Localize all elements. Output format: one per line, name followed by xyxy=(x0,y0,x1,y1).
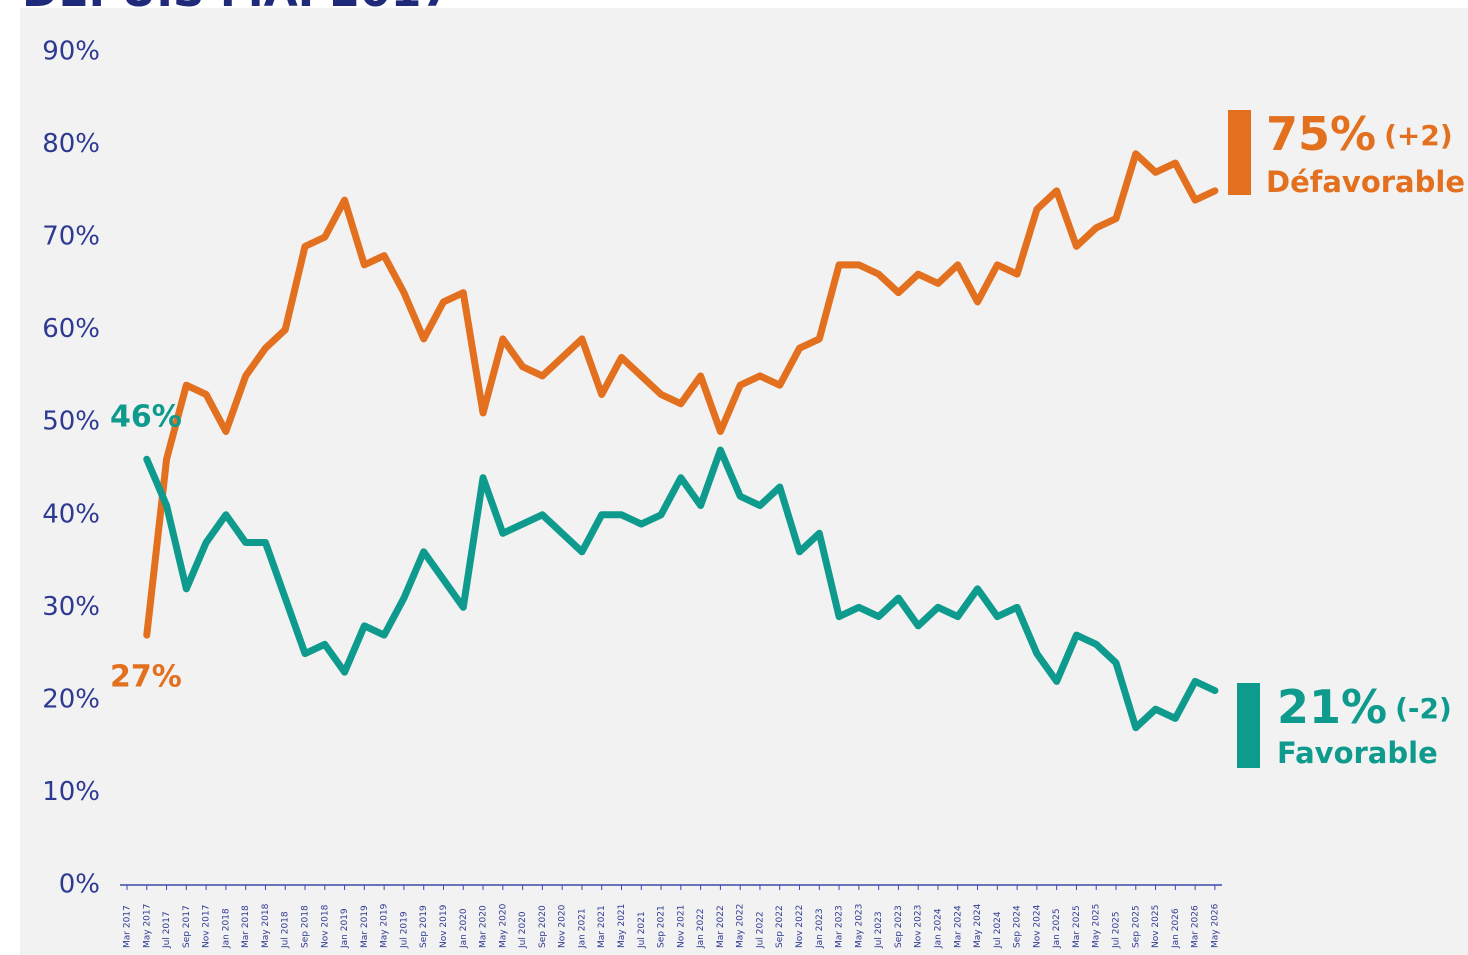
end-value: 75% (+2) xyxy=(1266,107,1453,161)
y-tick-label: 50% xyxy=(42,407,100,437)
x-tick-label: Sep 2018 xyxy=(301,905,311,948)
x-tick-label: Jul 2019 xyxy=(399,911,409,949)
x-tick-label: Nov 2024 xyxy=(1032,904,1042,948)
x-tick-label: May 2020 xyxy=(498,903,508,948)
x-tick-label: May 2019 xyxy=(380,903,390,948)
x-tick-label: Nov 2019 xyxy=(439,904,449,948)
x-tick-label: Jan 2022 xyxy=(696,908,706,949)
x-tick-label: Jul 2018 xyxy=(281,911,291,949)
y-tick-label: 60% xyxy=(42,314,100,344)
x-tick-label: Jan 2019 xyxy=(340,908,350,949)
x-tick-label: Jan 2026 xyxy=(1171,908,1181,949)
x-tick-label: Jul 2024 xyxy=(993,911,1003,949)
x-tick-label: Sep 2017 xyxy=(182,905,192,948)
x-tick-label: May 2022 xyxy=(736,904,746,948)
x-tick-label: Sep 2022 xyxy=(775,905,785,948)
x-tick-label: Jan 2024 xyxy=(933,908,943,949)
start-label: 27% xyxy=(110,660,182,695)
x-tick-label: Jan 2021 xyxy=(577,908,587,949)
x-tick-label: Jan 2018 xyxy=(221,908,231,949)
x-tick-label: May 2018 xyxy=(261,903,271,948)
y-tick-label: 10% xyxy=(42,777,100,807)
y-tick-label: 90% xyxy=(42,37,100,67)
x-tick-label: Jul 2025 xyxy=(1112,911,1122,949)
x-tick-label: Mar 2021 xyxy=(597,905,607,948)
y-tick-label: 70% xyxy=(42,222,100,252)
x-tick-label: Jan 2023 xyxy=(815,908,825,949)
legend-label: Favorable xyxy=(1277,736,1438,770)
plot-background xyxy=(20,8,1468,955)
y-tick-label: 0% xyxy=(59,870,100,900)
end-value-number: 21% xyxy=(1277,680,1387,734)
x-tick-label: Sep 2023 xyxy=(894,905,904,948)
x-tick-label: May 2025 xyxy=(1092,904,1102,948)
x-tick-label: Jan 2025 xyxy=(1052,908,1062,949)
x-tick-label: Jan 2020 xyxy=(459,908,469,949)
x-tick-label: Jul 2023 xyxy=(874,911,884,949)
x-tick-label: Mar 2017 xyxy=(123,905,133,948)
x-tick-label: Nov 2021 xyxy=(676,905,686,948)
end-value-number: 75% xyxy=(1266,107,1376,161)
y-tick-label: 20% xyxy=(42,684,100,714)
x-tick-label: Mar 2023 xyxy=(835,905,845,948)
x-tick-label: May 2024 xyxy=(973,903,983,948)
x-tick-label: Sep 2019 xyxy=(419,905,429,948)
x-tick-label: Sep 2025 xyxy=(1131,905,1141,948)
x-tick-label: Jul 2017 xyxy=(162,911,172,949)
x-tick-label: Mar 2018 xyxy=(241,905,251,948)
x-tick-label: Nov 2018 xyxy=(320,904,330,948)
end-value-change: (+2) xyxy=(1384,119,1453,152)
x-tick-label: Mar 2025 xyxy=(1072,905,1082,948)
x-tick-label: Mar 2019 xyxy=(360,905,370,948)
series-line xyxy=(143,446,1219,732)
x-tick-label: Mar 2020 xyxy=(479,905,489,948)
end-marker xyxy=(1228,110,1251,195)
x-tick-label: May 2026 xyxy=(1210,903,1220,948)
x-tick-label: Sep 2020 xyxy=(538,905,548,948)
x-tick-label: Nov 2017 xyxy=(202,905,212,948)
x-tick-label: Mar 2022 xyxy=(716,905,726,948)
x-tick-label: Nov 2020 xyxy=(558,904,568,948)
x-tick-label: Jul 2022 xyxy=(755,911,765,949)
x-tick-label: May 2017 xyxy=(142,904,152,948)
x-tick-label: Sep 2021 xyxy=(657,905,667,948)
x-tick-label: Nov 2023 xyxy=(914,905,924,948)
x-tick-label: Mar 2026 xyxy=(1191,905,1201,948)
start-label: 46% xyxy=(110,400,182,435)
legend-label: Défavorable xyxy=(1266,165,1465,199)
x-tick-label: Sep 2024 xyxy=(1013,905,1023,948)
chart-title: DEPUIS MAI 2017 xyxy=(22,0,452,17)
x-tick-label: Jul 2020 xyxy=(518,911,528,949)
x-tick-label: May 2021 xyxy=(617,904,627,948)
y-tick-label: 30% xyxy=(42,592,100,622)
x-tick-label: Nov 2022 xyxy=(795,905,805,948)
x-tick-label: Mar 2024 xyxy=(953,905,963,948)
x-tick-label: Jul 2021 xyxy=(637,911,647,949)
series-line xyxy=(143,150,1219,639)
x-tick-label: May 2023 xyxy=(854,904,864,948)
end-value-change: (-2) xyxy=(1395,692,1452,725)
y-tick-label: 40% xyxy=(42,499,100,529)
end-value: 21% (-2) xyxy=(1277,680,1452,734)
x-tick-label: Nov 2025 xyxy=(1151,905,1161,948)
end-marker xyxy=(1237,683,1260,768)
y-tick-label: 80% xyxy=(42,129,100,159)
